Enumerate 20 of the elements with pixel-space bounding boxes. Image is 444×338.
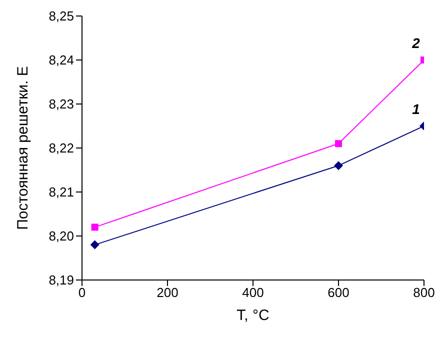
y-tick-label: 8,21 <box>48 184 74 200</box>
y-tick-label: 8,25 <box>48 8 74 24</box>
x-tick-label: 400 <box>242 285 264 300</box>
x-tick-label: 0 <box>78 285 86 300</box>
y-tick-label: 8,22 <box>48 140 74 156</box>
y-tick-label: 8,24 <box>48 52 74 68</box>
y-tick-label: 8,20 <box>48 228 74 244</box>
x-tick-label: 800 <box>413 285 435 300</box>
x-tick-label: 600 <box>328 285 350 300</box>
y-axis-title: Постоянная решетки. Е <box>14 66 32 230</box>
point <box>334 161 343 170</box>
point <box>335 140 342 148</box>
y-tick-label: 8,23 <box>48 96 74 112</box>
point <box>91 224 98 231</box>
point <box>90 240 100 250</box>
x-tick-label: 200 <box>156 285 178 300</box>
series-label: 2 <box>411 35 420 51</box>
y-tick-label: 8,19 <box>48 272 74 288</box>
x-axis-title: T, °C <box>236 307 270 324</box>
series-label: 1 <box>412 101 420 117</box>
